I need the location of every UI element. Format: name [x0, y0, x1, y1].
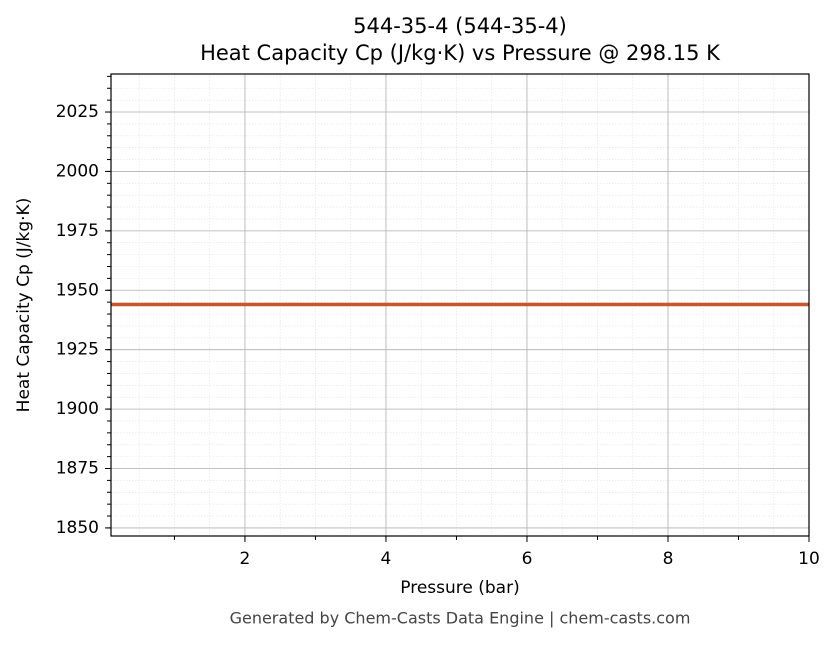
x-tick-label: 10 [798, 549, 820, 569]
x-tick-label: 6 [522, 549, 533, 569]
y-tick-label: 1900 [56, 399, 99, 419]
footer-note: Generated by Chem-Casts Data Engine | ch… [230, 609, 691, 628]
y-tick-label: 1950 [56, 280, 99, 300]
x-tick-label: 4 [381, 549, 392, 569]
y-tick-label: 1875 [56, 459, 99, 479]
y-tick-label: 1850 [56, 518, 99, 538]
y-tick-label: 2025 [56, 102, 99, 122]
y-tick-label: 2000 [56, 161, 99, 181]
x-axis-label: Pressure (bar) [400, 578, 519, 598]
y-tick-label: 1925 [56, 340, 99, 360]
x-tick-label: 2 [240, 549, 251, 569]
chart-title: 544-35-4 (544-35-4) [353, 14, 567, 38]
y-axis-label: Heat Capacity Cp (J/kg·K) [14, 198, 34, 413]
y-tick-label: 1975 [56, 221, 99, 241]
plot-frame [110, 73, 810, 537]
x-tick-label: 8 [663, 549, 674, 569]
chart-subtitle: Heat Capacity Cp (J/kg·K) vs Pressure @ … [200, 41, 721, 65]
